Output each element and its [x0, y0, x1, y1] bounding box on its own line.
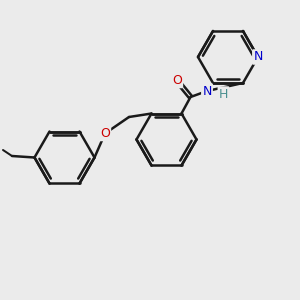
Text: H: H	[219, 88, 228, 100]
Text: O: O	[100, 127, 110, 140]
Text: N: N	[202, 85, 212, 98]
Text: O: O	[172, 74, 182, 87]
Text: N: N	[253, 50, 263, 64]
